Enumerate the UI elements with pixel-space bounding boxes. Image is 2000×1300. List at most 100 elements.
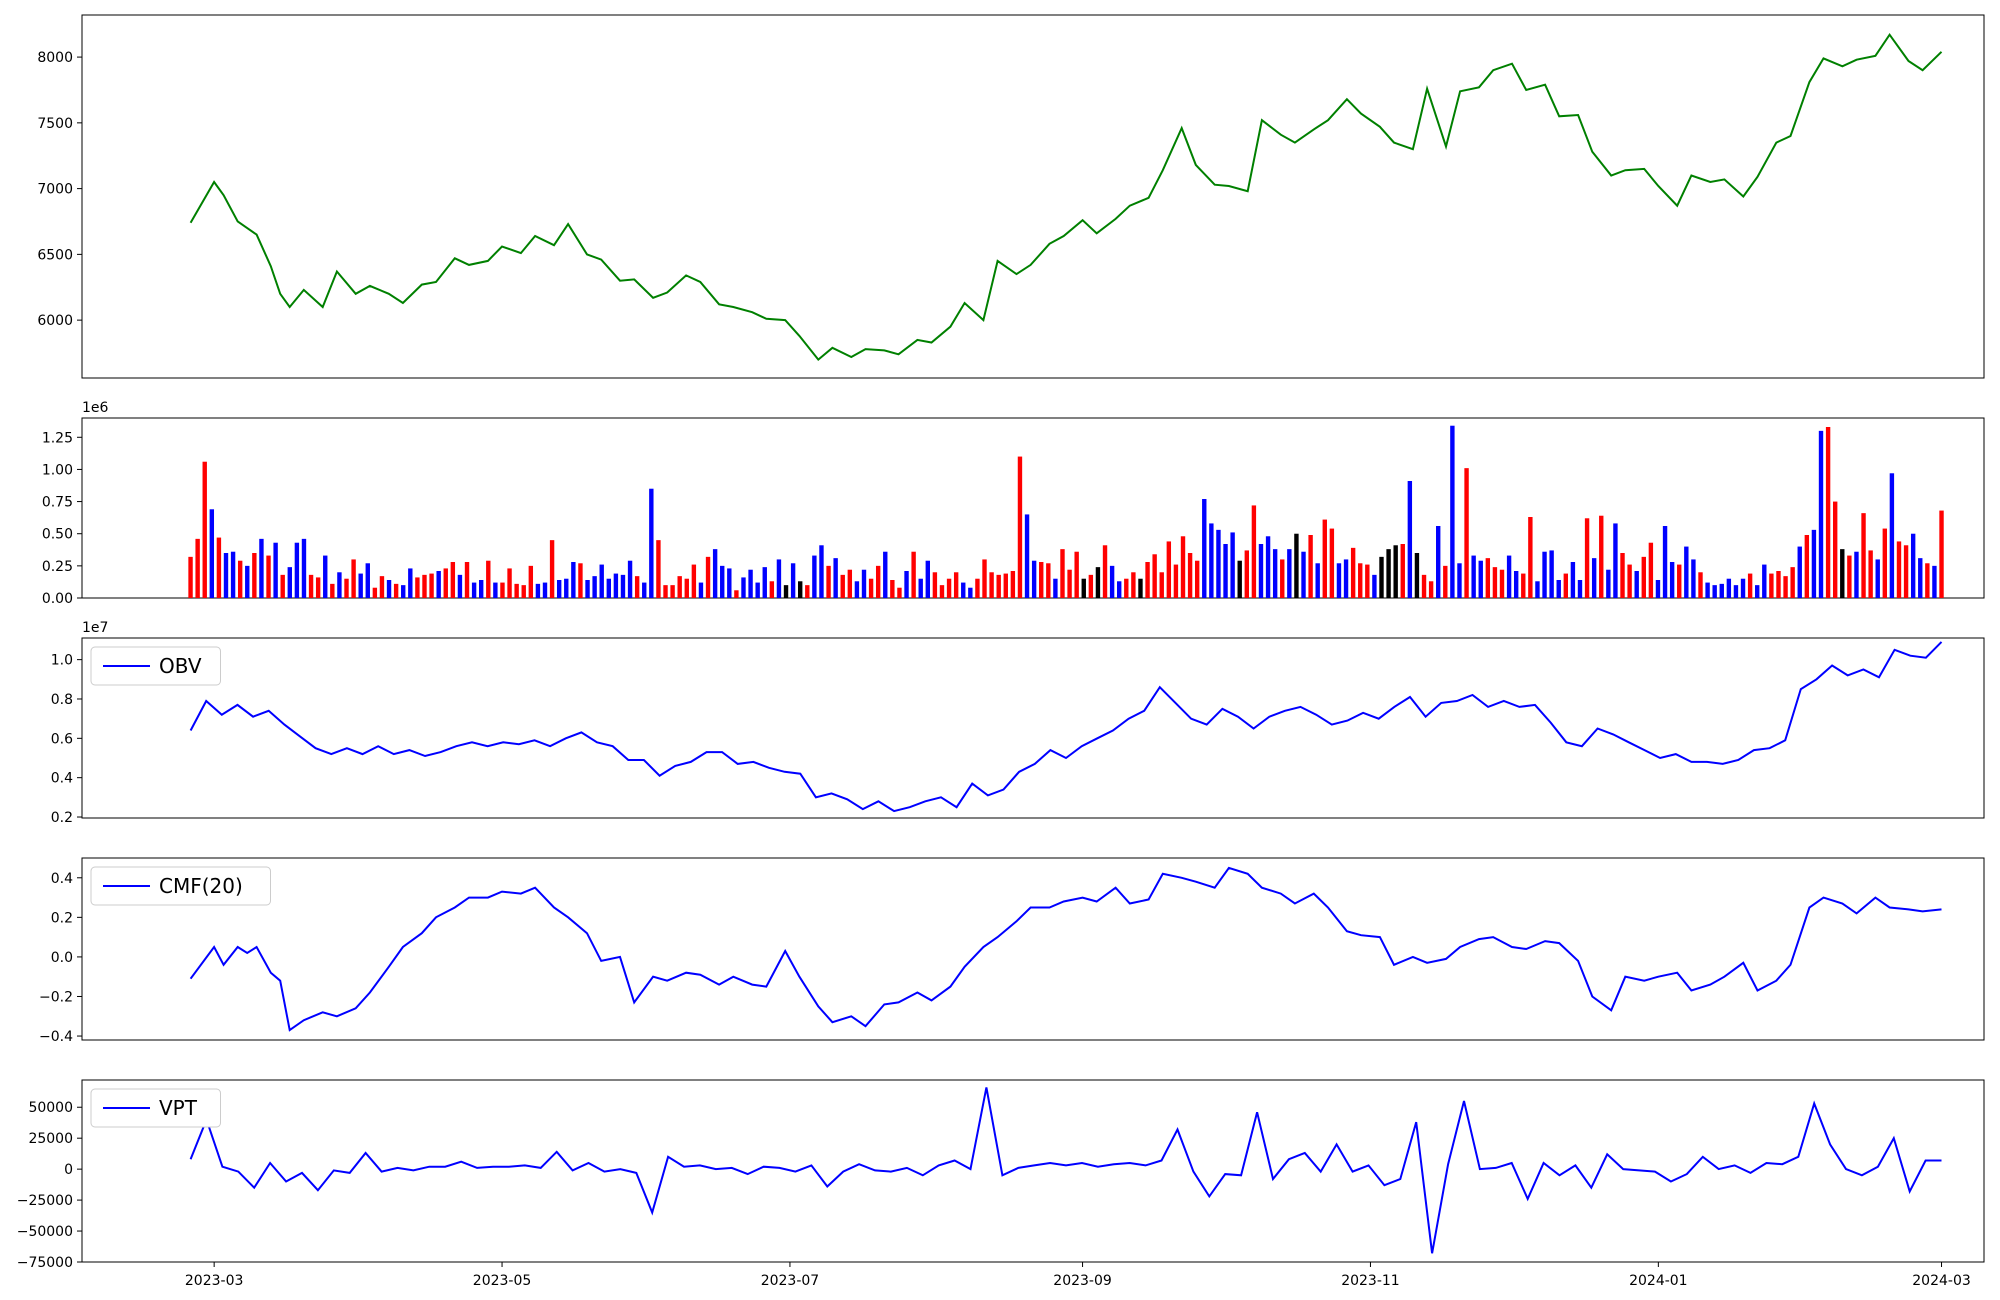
volume-bar: [1925, 563, 1930, 598]
volume-bar: [1414, 553, 1420, 598]
volume-bar: [585, 580, 590, 598]
volume-bar: [677, 576, 682, 598]
volume-bar: [1641, 556, 1646, 598]
volume-bar: [287, 567, 292, 598]
volume-bar: [252, 553, 257, 598]
series-line: [189, 641, 1943, 813]
x-tick-label: 2023-09: [1053, 1273, 1112, 1289]
volume-bar: [705, 556, 711, 598]
volume-bar: [1506, 555, 1512, 598]
volume-bar: [365, 563, 370, 598]
panel-1: 6000 6500 7000 7500 8000: [37, 14, 1985, 379]
volume-bar: [514, 583, 519, 598]
volume-bar: [1932, 565, 1937, 598]
series-line: [189, 866, 1942, 1032]
volume-bar: [1521, 573, 1526, 598]
volume-bar: [1060, 549, 1065, 598]
y-tick-label: 50000: [28, 1100, 73, 1116]
volume-bar: [1067, 569, 1072, 598]
volume-bar: [493, 582, 498, 598]
volume-bar: [1606, 569, 1611, 598]
volume-bar: [897, 587, 902, 598]
volume-bar: [1031, 560, 1037, 598]
volume-bar: [1258, 544, 1264, 598]
volume-bar: [727, 568, 732, 598]
volume-bar: [1102, 545, 1108, 598]
volume-bar: [1010, 571, 1016, 598]
volume-bar: [1840, 549, 1845, 598]
volume-bar: [904, 571, 909, 598]
volume-bar: [1244, 550, 1250, 598]
volume-bar: [1776, 571, 1781, 598]
volume-bar: [549, 540, 555, 598]
volume-bar: [1152, 554, 1157, 598]
volume-bar: [301, 538, 307, 598]
x-tick-label: 2023-11: [1341, 1273, 1400, 1289]
volume-bar: [1584, 518, 1590, 598]
volume-bar: [1117, 581, 1122, 598]
volume-bar: [1194, 560, 1200, 598]
volume-bar: [1223, 544, 1228, 598]
volume-bar: [868, 578, 874, 598]
volume-bar: [1733, 585, 1739, 598]
volume-bar: [975, 578, 980, 598]
series-line: [189, 32, 1943, 362]
volume-bar: [1372, 574, 1377, 598]
volume-bar: [1889, 473, 1895, 598]
volume-bar: [1691, 559, 1696, 598]
volume-bar: [968, 587, 973, 598]
volume-bar: [266, 555, 271, 598]
legend-box: [90, 1088, 221, 1128]
volume-bar: [542, 582, 548, 598]
y-tick-label: 1.00: [42, 462, 73, 478]
volume-bar: [1081, 578, 1086, 598]
volume-bar: [1698, 572, 1703, 598]
volume-bar: [613, 573, 619, 598]
volume-bar: [323, 555, 328, 598]
volume-bar: [401, 585, 406, 598]
volume-bar: [1131, 572, 1136, 598]
volume-bar: [1180, 536, 1186, 598]
volume-bar: [464, 562, 470, 598]
volume-bar: [592, 576, 597, 598]
volume-bar: [344, 578, 349, 598]
volume-bar: [1450, 425, 1455, 598]
volume-bar: [408, 568, 413, 598]
volume-bar: [1350, 547, 1356, 598]
volume-bar: [1329, 528, 1335, 598]
volume-bar: [982, 559, 987, 598]
volume-bar: [755, 582, 760, 598]
volume-bar: [847, 569, 853, 598]
volume-bar: [911, 551, 916, 598]
volume-bar: [1684, 546, 1689, 598]
volume-bar: [1910, 533, 1916, 598]
volume-bar: [216, 537, 222, 598]
volume-bar: [443, 568, 448, 598]
volume-bar: [1634, 571, 1639, 598]
y-tick-label: 0.4: [51, 871, 73, 887]
volume-bar: [642, 582, 647, 598]
volume-bar: [1209, 523, 1214, 598]
volume-bar: [351, 559, 356, 598]
volume-bar: [1528, 517, 1533, 598]
volume-bar: [1740, 578, 1746, 598]
volume-bar: [521, 585, 526, 598]
volume-bar: [883, 551, 888, 598]
volume-bar: [1379, 556, 1384, 598]
volume-bar: [1818, 430, 1824, 598]
volume-bar: [436, 571, 441, 598]
volume-bar: [422, 574, 427, 598]
volume-bar: [273, 542, 278, 598]
volume-bar: [1287, 549, 1292, 598]
volume-bar: [1755, 585, 1760, 598]
volume-bar: [812, 555, 817, 598]
volume-bar: [486, 560, 491, 598]
volume-bar: [1301, 551, 1306, 598]
y-tick-label: 0.0: [51, 950, 73, 966]
volume-bar: [1832, 501, 1838, 598]
volume-bar: [294, 542, 300, 598]
legend-label: VPT: [159, 1096, 198, 1120]
volume-bar: [946, 578, 952, 598]
volume-bar: [372, 587, 378, 598]
volume-bar: [1407, 481, 1413, 598]
